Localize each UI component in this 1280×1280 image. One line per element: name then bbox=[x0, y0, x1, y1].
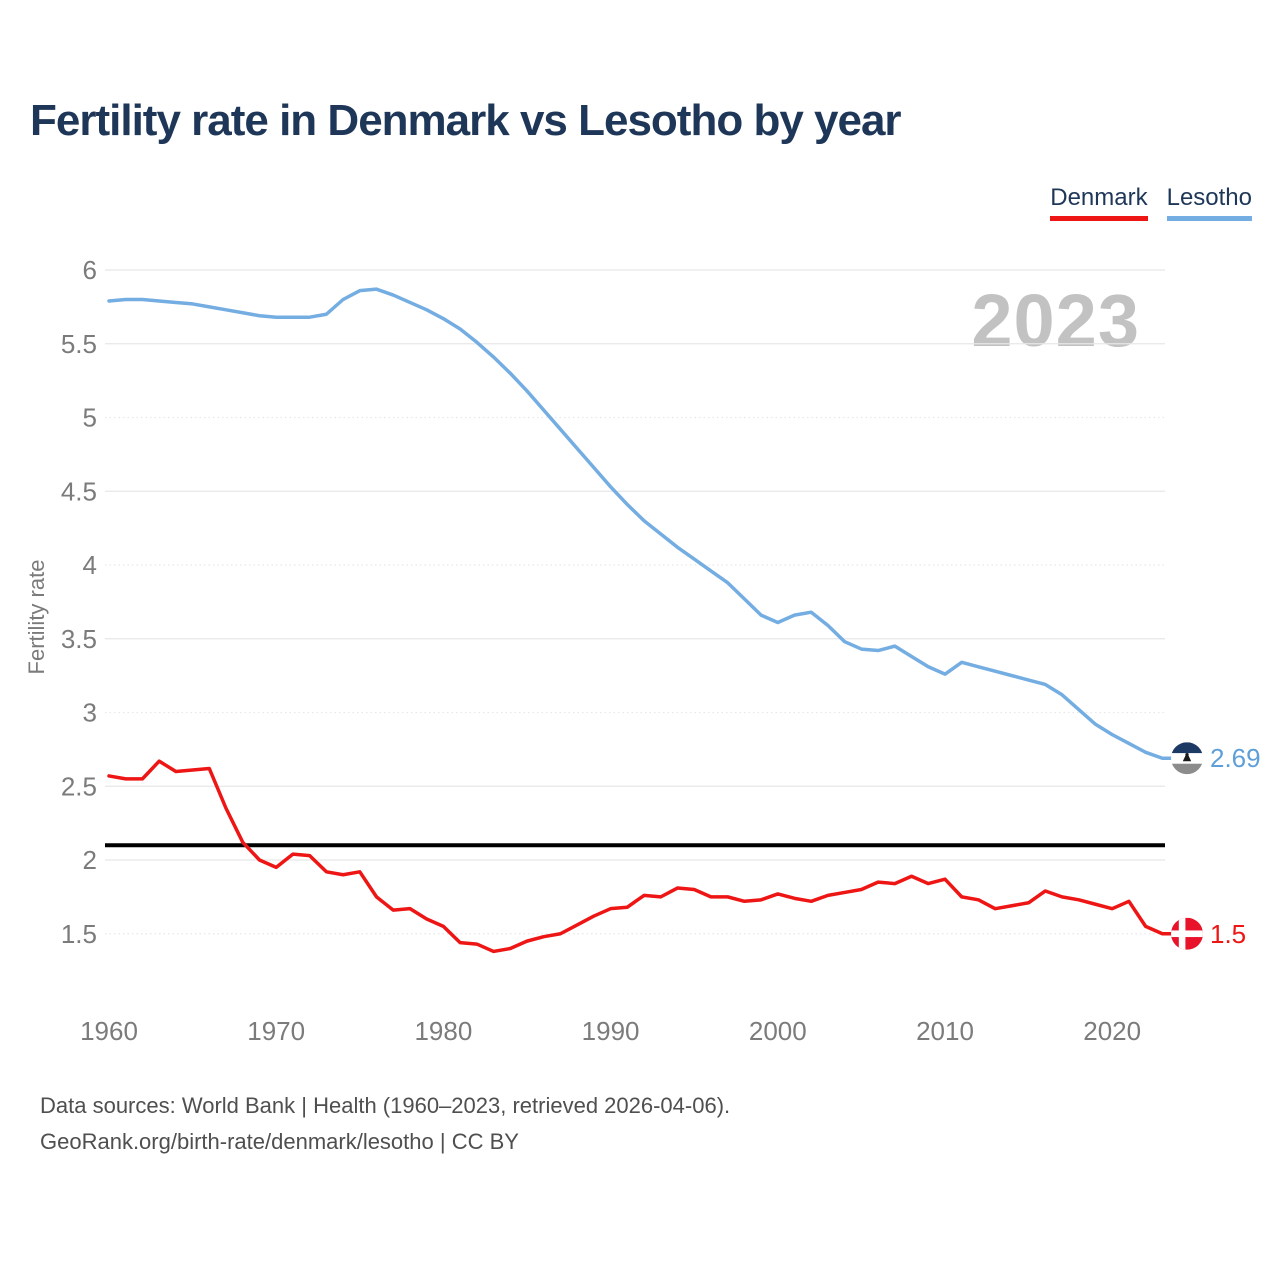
x-tick-label: 1980 bbox=[414, 1016, 472, 1046]
chart-footer: Data sources: World Bank | Health (1960–… bbox=[40, 1088, 730, 1160]
y-tick-label: 6 bbox=[83, 255, 97, 285]
data-source-line: Data sources: World Bank | Health (1960–… bbox=[40, 1093, 731, 1118]
x-tick-label: 1960 bbox=[80, 1016, 138, 1046]
series-line-denmark bbox=[107, 759, 1174, 954]
x-tick-label: 1990 bbox=[582, 1016, 640, 1046]
page-title: Fertility rate in Denmark vs Lesotho by … bbox=[30, 96, 902, 145]
x-tick-label: 1970 bbox=[247, 1016, 305, 1046]
legend-item-lesotho[interactable]: Lesotho bbox=[1166, 184, 1252, 222]
year-watermark: 2023 bbox=[971, 279, 1140, 362]
attribution-line: GeoRank.org/birth-rate/denmark/lesotho |… bbox=[40, 1129, 519, 1154]
legend: Denmark Lesotho bbox=[1050, 184, 1252, 222]
y-tick-label: 2.5 bbox=[61, 771, 97, 801]
y-tick-label: 3 bbox=[83, 698, 97, 728]
y-tick-label: 2 bbox=[83, 845, 97, 875]
lesotho-flag-icon bbox=[1171, 742, 1203, 775]
x-tick-label: 2020 bbox=[1083, 1016, 1141, 1046]
y-tick-label: 4 bbox=[83, 550, 97, 580]
legend-item-denmark[interactable]: Denmark bbox=[1050, 184, 1148, 222]
denmark-flag-icon bbox=[1171, 917, 1203, 950]
y-tick-label: 3.5 bbox=[61, 624, 97, 654]
end-value-label-lesotho: 2.69 bbox=[1210, 743, 1261, 773]
x-tick-label: 2010 bbox=[916, 1016, 974, 1046]
series-line-lesotho bbox=[107, 287, 1174, 760]
y-axis-title: Fertility rate bbox=[24, 560, 49, 675]
end-value-label-denmark: 1.5 bbox=[1210, 919, 1246, 949]
x-tick-label: 2000 bbox=[749, 1016, 807, 1046]
y-tick-label: 4.5 bbox=[61, 476, 97, 506]
y-tick-label: 1.5 bbox=[61, 919, 97, 949]
y-tick-label: 5.5 bbox=[61, 329, 97, 359]
y-tick-label: 5 bbox=[83, 403, 97, 433]
